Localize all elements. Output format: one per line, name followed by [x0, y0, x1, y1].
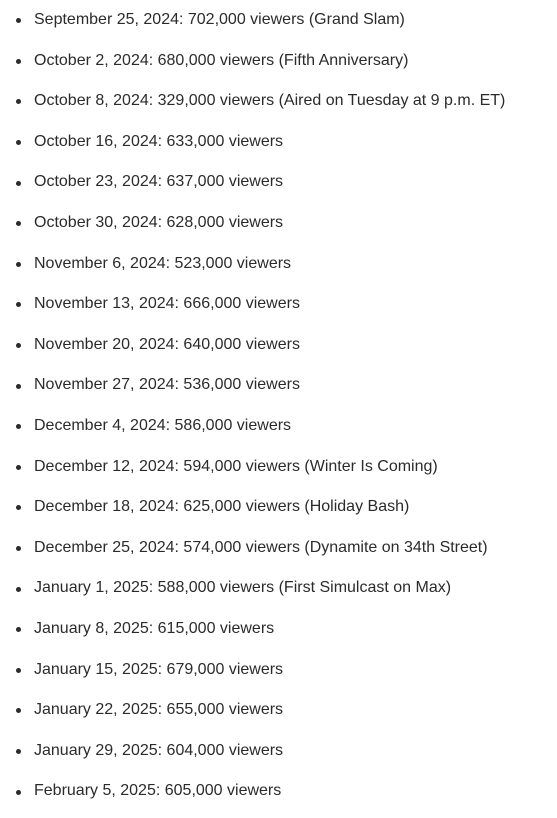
list-item-text: October 16, 2024: 633,000 viewers [34, 132, 284, 150]
bullet-icon [16, 18, 21, 24]
list-item-text: November 20, 2024: 640,000 viewers [34, 335, 300, 353]
list-item: October 23, 2024: 637,000 viewers [0, 162, 557, 203]
list-item: December 18, 2024: 625,000 viewers (Holi… [0, 487, 557, 528]
bullet-icon [16, 99, 21, 105]
bullet-icon [16, 627, 21, 633]
list-item: November 13, 2024: 666,000 viewers [0, 284, 557, 325]
list-item: January 1, 2025: 588,000 viewers (First … [0, 568, 557, 609]
bullet-icon [16, 343, 21, 349]
bullet-icon [16, 586, 21, 592]
list-item-text: February 5, 2025: 605,000 viewers [34, 782, 282, 800]
bullet-icon [16, 383, 21, 389]
list-item-text: December 4, 2024: 586,000 viewers [34, 416, 292, 434]
bullet-icon [16, 464, 21, 470]
list-item: December 12, 2024: 594,000 viewers (Wint… [0, 447, 557, 488]
list-item-text: October 30, 2024: 628,000 viewers [34, 213, 284, 231]
list-item-text: October 8, 2024: 329,000 viewers (Aired … [34, 92, 506, 110]
list-item: January 15, 2025: 679,000 viewers [0, 650, 557, 691]
list-item-text: January 1, 2025: 588,000 viewers (First … [34, 579, 452, 597]
list-item: December 4, 2024: 586,000 viewers [0, 406, 557, 447]
list-item: November 27, 2024: 536,000 viewers [0, 365, 557, 406]
bullet-icon [16, 140, 21, 146]
list-item-text: November 13, 2024: 666,000 viewers [34, 295, 300, 313]
list-item: November 6, 2024: 523,000 viewers [0, 244, 557, 285]
list-item: November 20, 2024: 640,000 viewers [0, 325, 557, 366]
list-item-text: January 22, 2025: 655,000 viewers [34, 701, 284, 719]
list-item-text: October 23, 2024: 637,000 viewers [34, 173, 284, 191]
list-item: September 25, 2024: 702,000 viewers (Gra… [0, 0, 557, 41]
list-item-text: November 6, 2024: 523,000 viewers [34, 254, 292, 272]
bullet-icon [16, 221, 21, 227]
list-item-text: December 25, 2024: 574,000 viewers (Dyna… [34, 538, 488, 556]
bullet-icon [16, 505, 21, 511]
list-item-text: November 27, 2024: 536,000 viewers [34, 376, 300, 394]
list-item: October 30, 2024: 628,000 viewers [0, 203, 557, 244]
bullet-icon [16, 424, 21, 430]
list-item: December 25, 2024: 574,000 viewers (Dyna… [0, 528, 557, 569]
bullet-icon [16, 708, 21, 714]
list-item-text: January 15, 2025: 679,000 viewers [34, 660, 284, 678]
bullet-icon [16, 261, 21, 267]
list-item: January 8, 2025: 615,000 viewers [0, 609, 557, 650]
list-item: October 2, 2024: 680,000 viewers (Fifth … [0, 41, 557, 82]
list-item: January 29, 2025: 604,000 viewers [0, 731, 557, 772]
list-item-text: January 8, 2025: 615,000 viewers [34, 619, 275, 637]
list-item: October 16, 2024: 633,000 viewers [0, 122, 557, 163]
list-item: February 5, 2025: 605,000 viewers [0, 771, 557, 812]
bullet-icon [16, 302, 21, 308]
bullet-icon [16, 789, 21, 795]
list-item-text: September 25, 2024: 702,000 viewers (Gra… [34, 11, 405, 28]
list-item: October 8, 2024: 329,000 viewers (Aired … [0, 81, 557, 122]
list-item: January 22, 2025: 655,000 viewers [0, 690, 557, 731]
bullet-icon [16, 546, 21, 552]
bullet-icon [16, 667, 21, 673]
bullet-icon [16, 58, 21, 64]
list-item-text: December 18, 2024: 625,000 viewers (Holi… [34, 498, 410, 516]
list-item-text: December 12, 2024: 594,000 viewers (Wint… [34, 457, 438, 475]
list-item-text: January 29, 2025: 604,000 viewers [34, 741, 284, 759]
bullet-icon [16, 748, 21, 754]
list-item-text: October 2, 2024: 680,000 viewers (Fifth … [34, 51, 409, 69]
bullet-icon [16, 180, 21, 186]
